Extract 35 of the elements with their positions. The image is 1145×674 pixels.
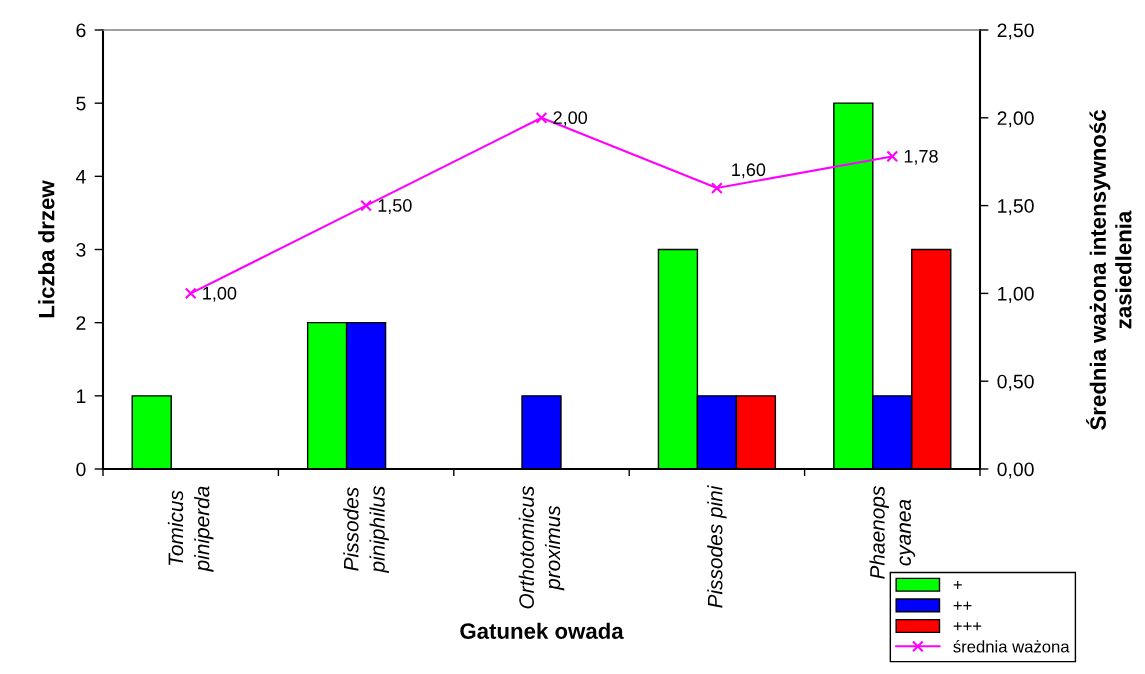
- point: [886, 150, 899, 163]
- y2-tick-label: 2,50: [997, 23, 1034, 40]
- y2-axis-title: Średnia ważona intensywność zasiedlenia: [1086, 110, 1132, 430]
- y-axis-title: Liczba drzew: [38, 180, 55, 318]
- y2-tick-label: 1,00: [998, 286, 1034, 303]
- data-label: 1,78: [904, 149, 938, 165]
- y2-tick-label: 0,00: [997, 462, 1034, 479]
- x-tick-label: Phaenops cyanea: [869, 486, 916, 579]
- point: [711, 182, 723, 194]
- y2-tick-label: 1,50: [998, 199, 1034, 216]
- data-label: 2,00: [553, 111, 588, 127]
- point: [535, 111, 548, 124]
- legend-label: średnia ważona: [953, 640, 1070, 653]
- y-tick-label: 5: [76, 96, 86, 111]
- data-label: 1,00: [203, 286, 237, 302]
- x-axis-title: Gatunek owada: [460, 622, 624, 639]
- x-tick-label: Pissodes piniphilus: [343, 486, 389, 574]
- y-tick-label: 6: [76, 23, 86, 38]
- legend-label: +: [953, 580, 962, 590]
- point: [184, 287, 197, 300]
- point: [360, 199, 372, 212]
- x-tick-label: Orthotomicus proximus: [518, 486, 565, 609]
- y-tick-label: 4: [75, 170, 86, 184]
- y-tick-label: 0: [76, 462, 86, 477]
- y2-tick-label: 0,50: [997, 374, 1034, 391]
- data-label: 1,60: [732, 163, 766, 179]
- x-tick-label: Pissodes pini: [707, 485, 727, 608]
- y-tick-label: 1: [77, 389, 86, 403]
- legend-label: +++: [953, 622, 982, 631]
- y-tick-label: 3: [76, 242, 86, 257]
- data-label: 1,50: [378, 199, 412, 214]
- y2-tick-label: 2,00: [997, 111, 1034, 128]
- y-tick-label: 2: [76, 316, 86, 330]
- legend-label: ++: [953, 601, 972, 610]
- x-tick-label: Tomicus piniperda: [167, 486, 214, 572]
